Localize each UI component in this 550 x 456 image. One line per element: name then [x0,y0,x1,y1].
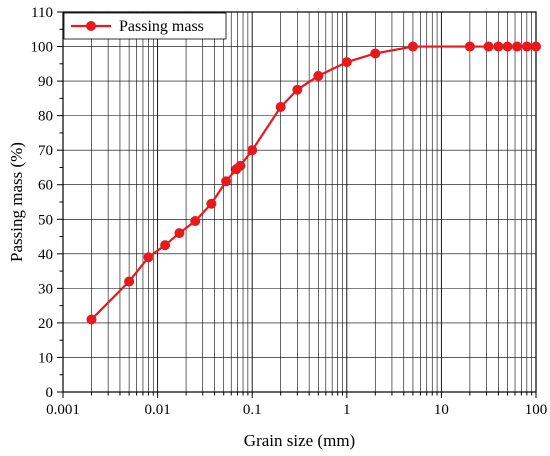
data-point [221,176,232,187]
data-point [483,41,494,52]
data-point [275,102,286,112]
data-point [370,48,381,59]
data-point [313,70,324,81]
x-tick-label: 0.01 [144,402,170,418]
y-tick-label: 80 [38,109,53,125]
y-tick-label: 30 [38,281,53,297]
y-tick-label: 110 [31,5,53,21]
data-point [206,198,217,209]
x-axis-title: Grain size (mm) [244,431,355,450]
legend-label: Passing mass [119,18,204,35]
legend-marker [86,21,96,31]
data-point [86,314,97,325]
grid [62,11,537,393]
series-layer [86,41,541,325]
y-tick-label: 40 [38,247,53,263]
data-point [464,41,475,52]
y-tick-label: 0 [46,385,54,401]
data-point [502,41,513,52]
data-point [235,160,246,171]
y-tick-label: 20 [38,316,53,332]
y-tick-label: 60 [38,178,53,194]
y-tick-label: 50 [38,212,53,228]
data-point [493,41,504,52]
tick-labels: 0.001 0.01 0.1 1 10 1000102030405060708090100… [31,5,548,418]
data-point [247,145,258,156]
x-tick-label: 0.1 [243,402,262,418]
data-point [160,240,171,251]
data-point [292,84,303,95]
legend: Passing mass [63,12,227,40]
x-tick-label: 100 [525,402,548,418]
data-point [190,216,201,226]
y-tick-label: 70 [38,143,53,159]
y-axis-title: Passing mass (%) [7,142,26,262]
data-point [521,41,532,52]
x-tick-label: 10 [434,402,449,418]
y-tick-label: 90 [38,74,53,90]
x-tick-label: 0.001 [46,402,80,418]
plot-frame [62,11,537,393]
data-point [407,41,418,52]
data-point [341,57,352,68]
y-tick-label: 10 [38,350,53,366]
data-point [512,41,523,52]
data-point [124,276,135,287]
x-tick-label: 1 [343,402,351,418]
y-tick-label: 100 [31,40,54,56]
data-point [531,41,541,52]
data-point [143,252,154,263]
series-line [90,45,536,321]
data-point [174,228,185,239]
legend-box [63,12,227,40]
